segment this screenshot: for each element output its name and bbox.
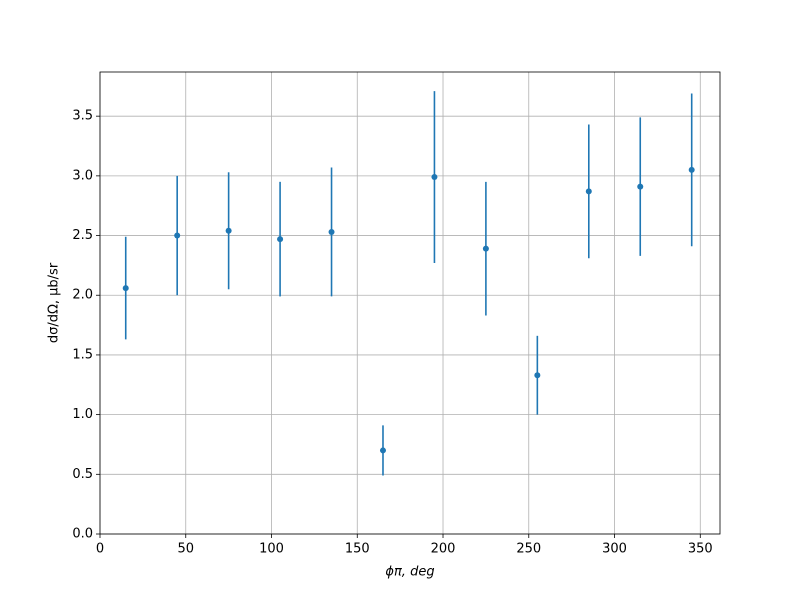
- y-tick-label: 0.5: [72, 467, 93, 482]
- y-axis-label: dσ/dΩ, μb/sr: [47, 262, 62, 343]
- y-tick-label: 2.0: [72, 288, 93, 303]
- y-tick-label: 1.0: [72, 407, 93, 422]
- data-point: [534, 372, 541, 379]
- y-tick-label: 2.5: [72, 228, 93, 243]
- data-point: [174, 232, 181, 239]
- x-axis-label: ϕπ, deg: [385, 565, 434, 580]
- data-point: [225, 227, 232, 234]
- x-tick-label: 350: [688, 542, 713, 557]
- x-tick-label: 150: [345, 542, 370, 557]
- y-tick-label: 0.0: [72, 527, 93, 542]
- marks-layer: [122, 91, 695, 476]
- x-tick-label: 250: [516, 542, 541, 557]
- data-point: [431, 174, 438, 181]
- data-point: [585, 188, 592, 195]
- data-point: [122, 285, 129, 292]
- data-point: [277, 236, 284, 243]
- x-tick-label: 300: [602, 542, 627, 557]
- data-point: [482, 245, 489, 252]
- y-tick-label: 3.5: [72, 109, 93, 124]
- data-point: [379, 447, 386, 454]
- data-point: [637, 183, 644, 190]
- data-point: [328, 228, 335, 235]
- x-tick-label: 50: [177, 542, 194, 557]
- grid-layer: [99, 72, 720, 535]
- y-tick-label: 3.0: [72, 168, 93, 183]
- x-tick-label: 200: [431, 542, 456, 557]
- x-tick-label: 100: [259, 542, 284, 557]
- x-tick-label: 0: [96, 542, 104, 557]
- y-tick-label: 1.5: [72, 347, 93, 362]
- data-point: [688, 166, 695, 173]
- plot-frame: [99, 71, 721, 535]
